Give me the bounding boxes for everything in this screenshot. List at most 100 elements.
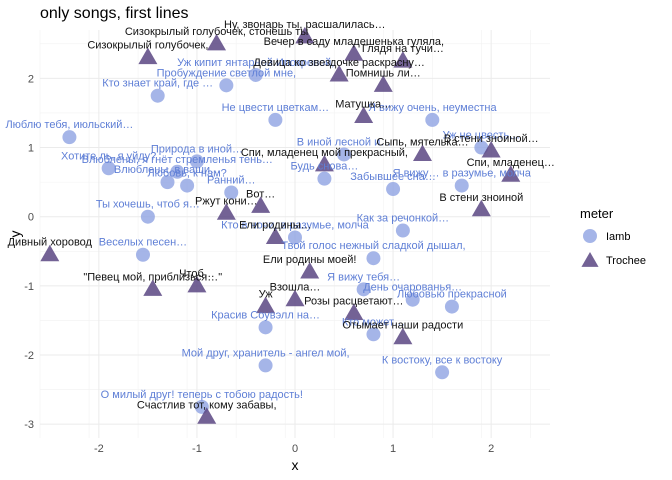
legend-title: meter bbox=[580, 206, 614, 221]
point-iamb bbox=[62, 130, 77, 145]
point-iamb bbox=[425, 112, 440, 127]
point-label: Сизокрылый голубочек, bbox=[87, 40, 208, 52]
point-label: Матушка… bbox=[335, 98, 392, 110]
point-label: Хотите ль, я уйду? bbox=[61, 150, 156, 162]
point-trochee bbox=[393, 327, 413, 345]
legend-entry-label: Trochee bbox=[606, 255, 646, 267]
point-iamb bbox=[219, 78, 234, 93]
point-label: Кто может… bbox=[342, 316, 405, 328]
x-tick-label: 2 bbox=[488, 443, 494, 455]
point-label: Уж не цвесть… bbox=[442, 130, 520, 142]
point-trochee bbox=[314, 154, 334, 172]
point-iamb bbox=[189, 154, 204, 169]
point-iamb bbox=[474, 140, 489, 155]
point-label: Сыпь, мятелька… bbox=[376, 136, 468, 148]
point-label: Не цвести цветкам… bbox=[222, 102, 330, 114]
point-label: Я вижу… в разумье, молча bbox=[393, 168, 532, 180]
y-tick-label: 1 bbox=[28, 143, 34, 155]
x-tick-label: 0 bbox=[292, 443, 298, 455]
point-iamb bbox=[366, 251, 381, 266]
point-label: В иной лесной и… bbox=[297, 136, 392, 148]
point-iamb bbox=[160, 175, 175, 190]
chart-title: only songs, first lines bbox=[40, 5, 189, 22]
point-trochee bbox=[187, 275, 207, 293]
point-label: Красив Соувэлл на… bbox=[211, 309, 320, 321]
point-trochee bbox=[393, 51, 413, 68]
point-label: Чтоб… bbox=[179, 268, 215, 280]
point-label: Кто в ночи, в разумье, молча bbox=[221, 219, 370, 231]
point-trochee bbox=[251, 196, 271, 213]
point-iamb bbox=[248, 67, 263, 82]
point-label: Мой друг, хранитель - ангел мой, bbox=[182, 347, 350, 359]
point-label: О милый друг! теперь с тобою радость! bbox=[101, 389, 303, 401]
point-iamb bbox=[140, 209, 155, 224]
point-trochee bbox=[256, 296, 276, 314]
point-label: К востоку, все к востоку bbox=[382, 354, 503, 366]
point-label: Глядя на тучи… bbox=[362, 43, 444, 55]
point-trochee bbox=[354, 106, 374, 123]
point-trochee bbox=[329, 64, 349, 82]
x-axis-label: x bbox=[292, 457, 299, 473]
point-iamb bbox=[366, 327, 381, 342]
point-label: Девица ко звездочке раскрасну… bbox=[253, 57, 425, 69]
x-tick-label: -2 bbox=[94, 443, 104, 455]
y-tick-label: -3 bbox=[24, 419, 34, 431]
point-trochee bbox=[344, 303, 364, 321]
point-trochee bbox=[40, 244, 60, 262]
point-iamb bbox=[101, 161, 116, 176]
point-label: Ржут кони… bbox=[195, 195, 258, 207]
point-trochee bbox=[481, 141, 501, 158]
point-trochee bbox=[207, 33, 227, 51]
y-tick-label: -2 bbox=[24, 350, 34, 362]
point-label: Спи, младенец мой прекрасный, bbox=[241, 147, 408, 159]
point-trochee bbox=[344, 44, 364, 61]
point-label: Ранний… bbox=[207, 175, 256, 187]
point-iamb bbox=[386, 182, 401, 197]
legend-entry-label: Iamb bbox=[606, 231, 630, 243]
point-label: Ну, звонарь ты, расшалилась… bbox=[224, 19, 386, 31]
point-label: Вечер в саду младешенька гуляла, bbox=[264, 36, 444, 48]
point-label: Вот… bbox=[246, 188, 275, 200]
point-label: Помнишь ли… bbox=[346, 67, 421, 79]
point-label: Уж кипит янтарной Ипокреной, bbox=[177, 57, 334, 69]
point-label: Спи, младенец… bbox=[467, 157, 555, 169]
point-label: Забывшее сна… bbox=[350, 171, 436, 183]
point-iamb bbox=[288, 230, 302, 245]
point-trochee bbox=[373, 75, 393, 92]
point-label: Влюблены, я гнёт стремленья тень… bbox=[82, 154, 273, 166]
legend-key-iamb bbox=[583, 229, 597, 243]
point-label: Будь снова… bbox=[290, 161, 358, 173]
y-tick-label: 0 bbox=[28, 212, 34, 224]
point-label: День очарованья… bbox=[363, 282, 462, 294]
point-label: Розы расцветают… bbox=[304, 296, 403, 308]
point-iamb bbox=[405, 292, 420, 307]
point-label: В стени зноиной… bbox=[444, 133, 539, 145]
point-iamb bbox=[170, 164, 185, 179]
point-label: Природа в иной… bbox=[151, 143, 243, 155]
point-label: Как за речонкой… bbox=[357, 213, 450, 225]
point-label: Ты хочешь, чтоб я… bbox=[96, 199, 200, 211]
point-iamb bbox=[337, 147, 352, 162]
y-tick-label: 2 bbox=[28, 73, 34, 85]
point-label: Веселых песен… bbox=[99, 237, 187, 249]
point-iamb bbox=[395, 223, 410, 238]
x-tick-label: -1 bbox=[192, 443, 202, 455]
point-trochee bbox=[413, 144, 432, 161]
point-label: Взошла… bbox=[270, 282, 321, 294]
y-tick-label: -1 bbox=[24, 281, 34, 293]
point-label: Пробуждение светлой мне, bbox=[157, 67, 297, 79]
point-trochee bbox=[471, 199, 491, 217]
point-iamb bbox=[135, 247, 150, 262]
point-iamb bbox=[356, 282, 371, 297]
x-tick-label: 1 bbox=[390, 443, 396, 455]
point-label: Счастлив тот, кому забавы, bbox=[137, 399, 277, 411]
point-iamb bbox=[180, 178, 195, 193]
point-label: Любовью прекрасной bbox=[397, 289, 507, 301]
point-label: Влюблены, в ваши… bbox=[114, 164, 221, 176]
point-iamb bbox=[258, 358, 273, 373]
point-label: Люблю тебя, июльский… bbox=[5, 119, 133, 131]
point-label: "Певец мой, приблизься…" bbox=[83, 271, 222, 283]
point-label: Сизокрылый голубочек, стонешь ты bbox=[125, 26, 309, 38]
point-iamb bbox=[258, 320, 273, 335]
